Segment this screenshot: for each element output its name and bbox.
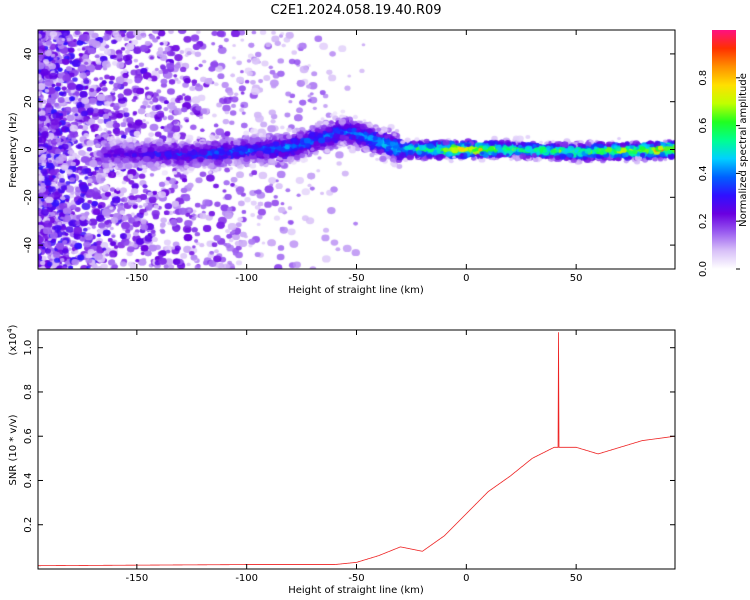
spectrogram-panel: -150 -100 -50 0 50 -40 -20 0 20 40 Height of str… — [8, 29, 676, 296]
spectrogram-x-label: Height of straight line (km) — [288, 285, 424, 296]
y-tick-label: 0.2 — [23, 517, 34, 533]
y-tick-label: 0.8 — [23, 384, 34, 400]
colorbar: 0.0 0.2 0.4 0.6 0.8 Normalized spectral ampl… — [698, 30, 749, 277]
colorbar-tick-label: 0.0 — [698, 261, 709, 277]
y-tick-label: 20 — [23, 95, 34, 108]
x-tick-label: 0 — [463, 273, 469, 284]
y-tick-label: 1.0 — [23, 340, 34, 356]
snr-plot-area — [38, 330, 675, 569]
x-tick-label: -50 — [348, 273, 364, 284]
snr-x-ticks: -150 -100 -50 0 50 — [125, 330, 583, 584]
y-tick-label: 0 — [23, 146, 34, 152]
x-tick-label: 50 — [570, 573, 583, 584]
colorbar-gradient — [712, 30, 736, 269]
colorbar-label: Normalized spectral amplitude — [738, 73, 749, 227]
snr-y-label: SNR (10 * v/v) — [8, 414, 19, 485]
snr-series-line — [38, 332, 675, 567]
spectrogram-heatmap — [38, 30, 675, 269]
x-tick-label: -150 — [125, 573, 148, 584]
x-tick-label: 50 — [570, 273, 583, 284]
y-tick-label: 40 — [23, 48, 34, 61]
x-tick-label: -100 — [235, 573, 258, 584]
colorbar-tick-label: 0.4 — [698, 165, 709, 181]
spectrogram-y-label: Frequency (Hz) — [8, 112, 19, 188]
x-tick-label: -100 — [235, 273, 258, 284]
snr-y-scale: (x104) — [6, 324, 19, 355]
colorbar-tick-label: 0.6 — [698, 118, 709, 134]
snr-y-ticks: 0.2 0.4 0.6 0.8 1.0 — [23, 340, 675, 533]
colorbar-ticks: 0.0 0.2 0.4 0.6 0.8 — [698, 70, 740, 277]
colorbar-tick-label: 0.2 — [698, 213, 709, 229]
spectrogram-y-ticks: -40 -20 0 20 40 — [23, 48, 675, 253]
y-tick-label: -40 — [23, 237, 34, 253]
y-tick-label: -20 — [23, 189, 34, 205]
y-tick-label: 0.4 — [23, 473, 34, 489]
x-tick-label: -50 — [348, 573, 364, 584]
spectrogram-x-ticks: -150 -100 -50 0 50 — [125, 30, 583, 284]
figure-title: C2E1.2024.058.19.40.R09 — [270, 3, 441, 18]
y-tick-label: 0.6 — [23, 428, 34, 444]
x-tick-label: -150 — [125, 273, 148, 284]
x-tick-label: 0 — [463, 573, 469, 584]
colorbar-tick-label: 0.8 — [698, 70, 709, 86]
snr-x-label: Height of straight line (km) — [288, 585, 424, 596]
snr-panel: -150 -100 -50 0 50 0.2 0.4 0.6 0.8 1.0 Height of… — [6, 324, 676, 596]
